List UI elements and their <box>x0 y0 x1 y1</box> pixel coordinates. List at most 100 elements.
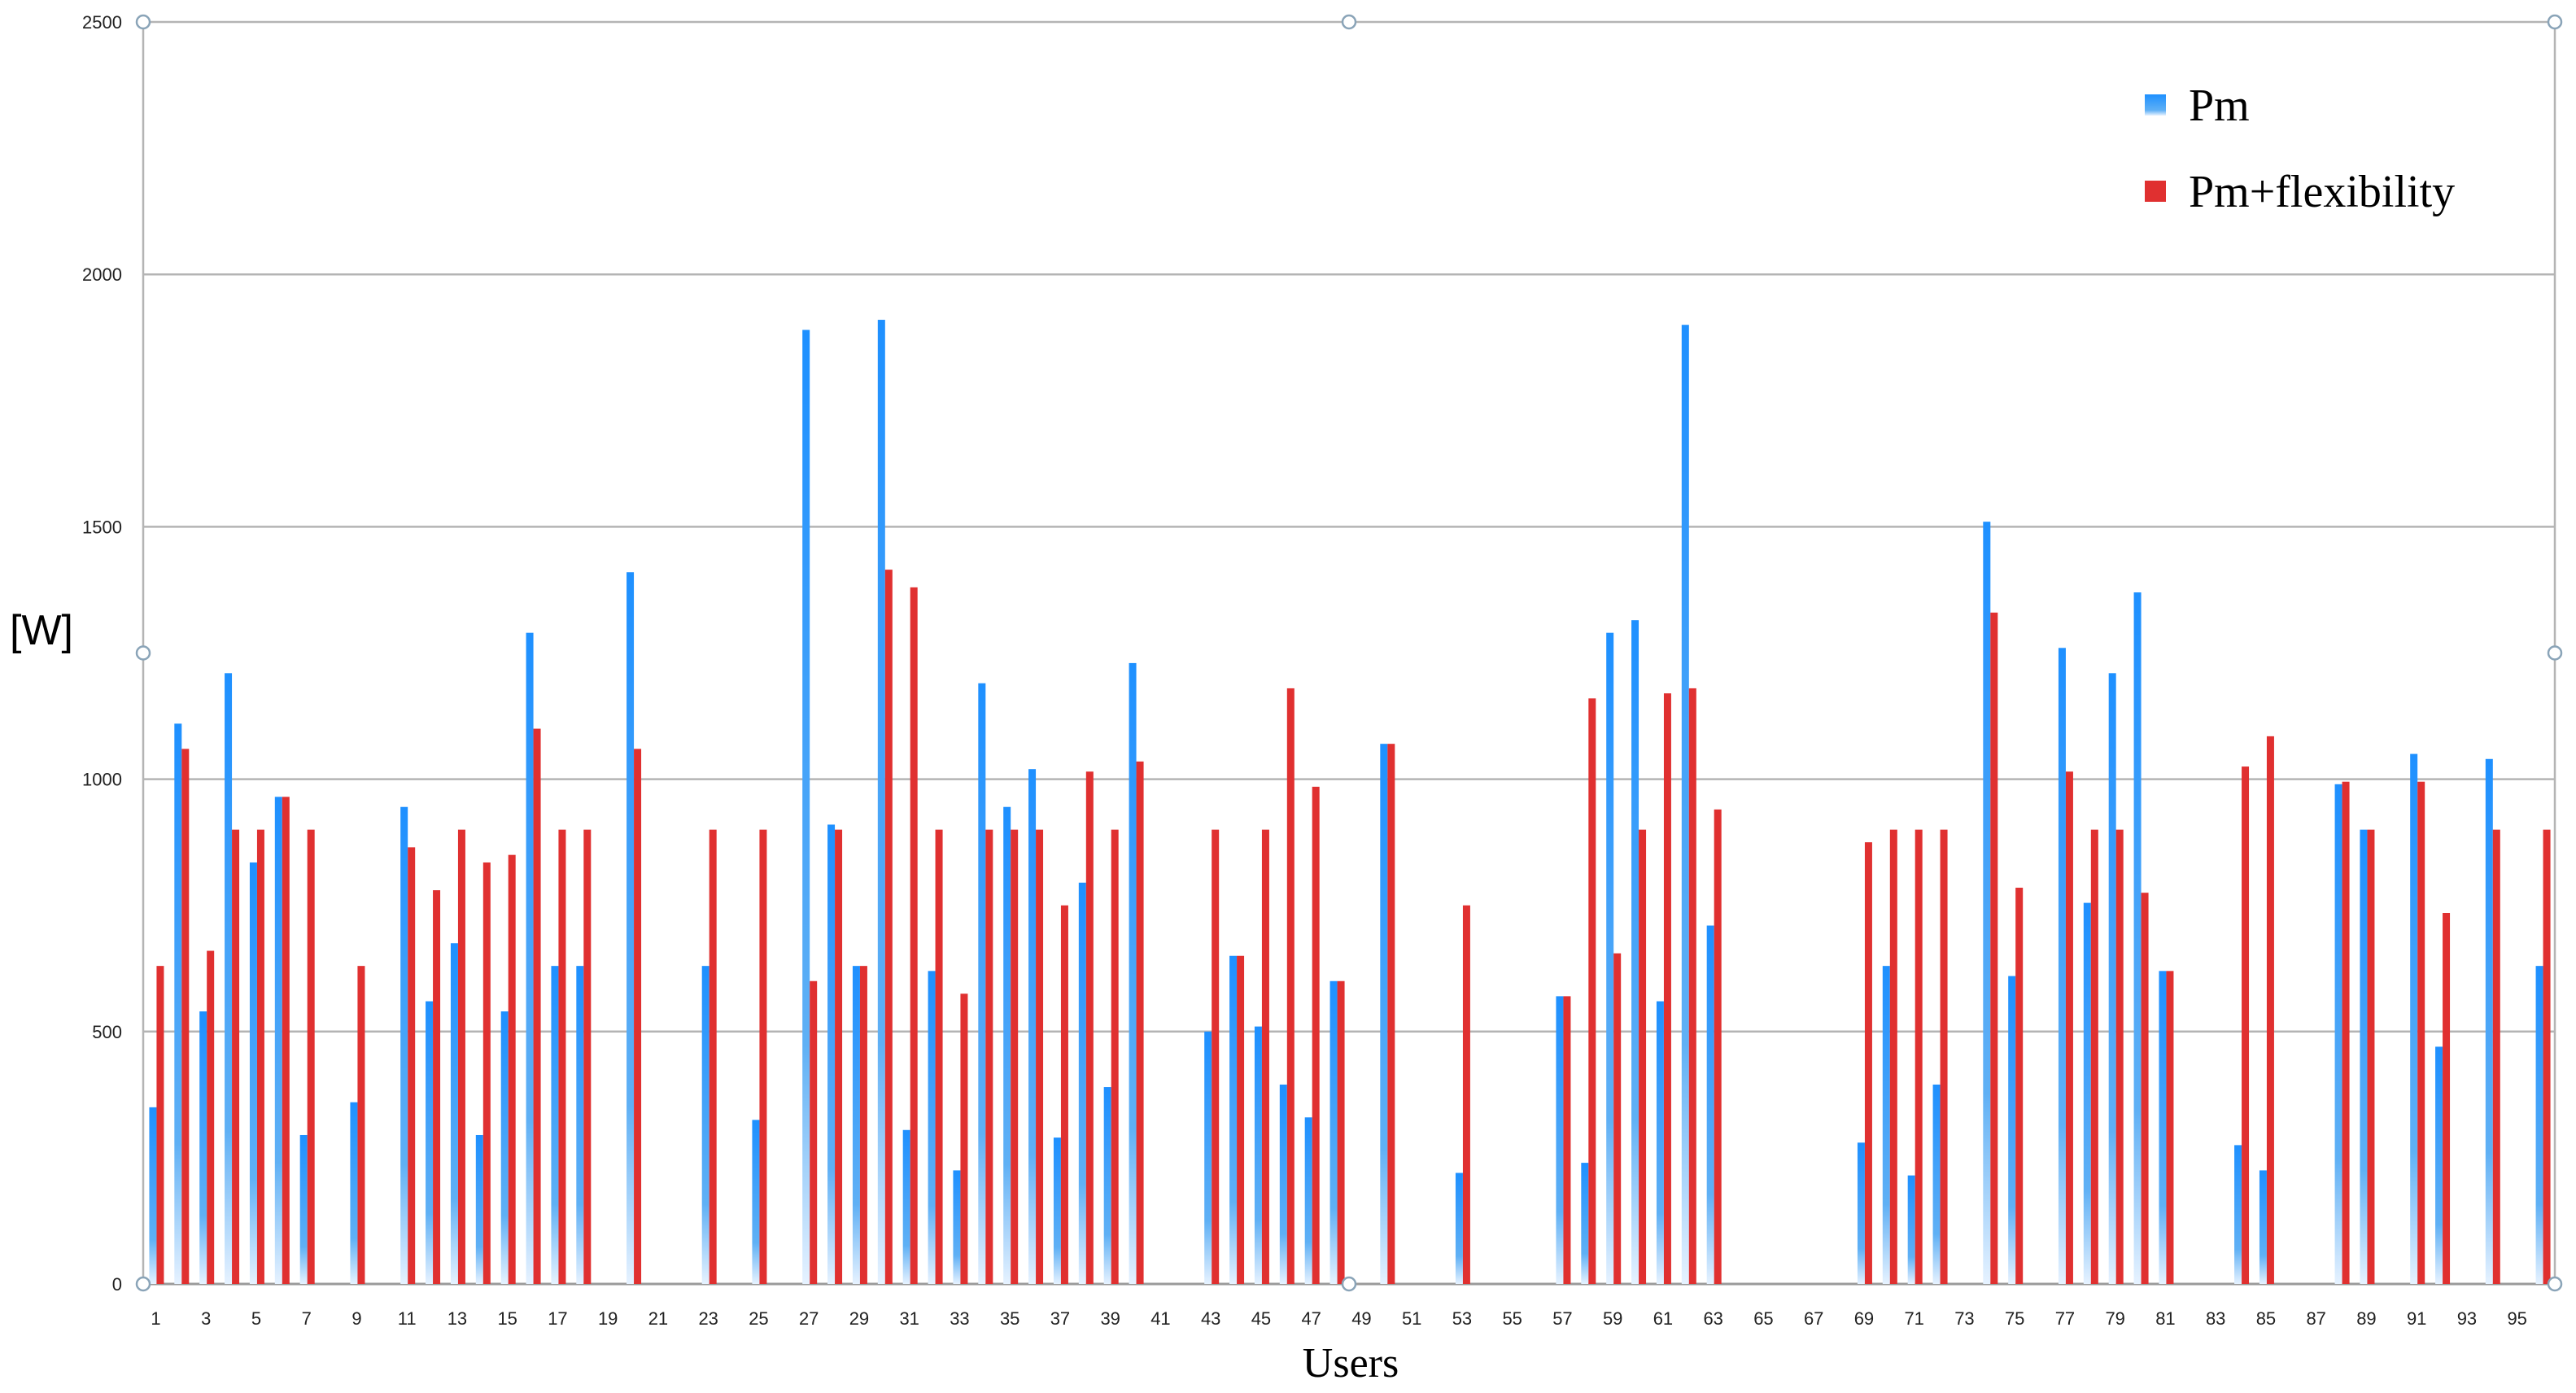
bar-pm-user-23 <box>701 966 709 1284</box>
bar-pm-flexibility-user-74 <box>1990 612 1998 1284</box>
x-tick-label-87: 87 <box>2306 1308 2325 1329</box>
bar-pm-user-9 <box>350 1102 358 1284</box>
resize-handle-2[interactable] <box>2547 14 2563 30</box>
x-tick-label-39: 39 <box>1100 1308 1120 1329</box>
x-tick-label-75: 75 <box>2005 1308 2024 1329</box>
bar-pm-user-80 <box>2133 592 2142 1284</box>
y-tick-label-500: 500 <box>92 1022 122 1042</box>
bar-pm-flexibility-user-96 <box>2543 829 2551 1284</box>
bar-pm-user-62 <box>1681 325 1689 1284</box>
resize-handle-6[interactable] <box>1341 1276 1357 1292</box>
bar-pm-flexibility-user-77 <box>2065 771 2073 1284</box>
x-tick-label-51: 51 <box>1402 1308 1421 1329</box>
y-tick-label-0: 0 <box>112 1274 122 1295</box>
bar-pm-flexibility-user-43 <box>1212 829 1220 1284</box>
bar-pm-flexibility-user-81 <box>2166 971 2174 1284</box>
resize-handle-3[interactable] <box>135 645 151 661</box>
bar-pm-user-7 <box>299 1134 308 1284</box>
bar-pm-user-57 <box>1556 996 1564 1284</box>
bar-pm-user-35 <box>1003 806 1011 1284</box>
y-tick-label-2500: 2500 <box>82 12 122 33</box>
y-axis-title: [W] <box>10 607 73 654</box>
bar-pm-flexibility-user-58 <box>1588 698 1596 1284</box>
bar-pm-user-74 <box>1983 522 1991 1284</box>
bar-pm-user-60 <box>1631 620 1639 1284</box>
x-tick-label-3: 3 <box>201 1308 211 1329</box>
resize-handle-7[interactable] <box>2547 1276 2563 1292</box>
x-tick-label-59: 59 <box>1603 1308 1622 1329</box>
x-tick-label-85: 85 <box>2256 1308 2276 1329</box>
bar-pm-flexibility-user-13 <box>457 829 465 1284</box>
x-tick-label-77: 77 <box>2055 1308 2075 1329</box>
bar-pm-flexibility-user-16 <box>533 728 541 1284</box>
bar-pm-flexibility-user-72 <box>1940 829 1948 1284</box>
bar-pm-user-84 <box>2234 1145 2242 1284</box>
bar-pm-flexibility-user-62 <box>1688 688 1696 1284</box>
legend-label-pm-flexibility: Pm+flexibility <box>2189 167 2455 217</box>
bar-pm-flexibility-user-2 <box>181 749 190 1284</box>
x-tick-label-93: 93 <box>2457 1308 2477 1329</box>
x-tick-label-91: 91 <box>2407 1308 2426 1329</box>
bar-pm-flexibility-user-45 <box>1261 829 1269 1284</box>
bar-pm-flexibility-user-79 <box>2115 829 2124 1284</box>
bar-pm-flexibility-user-94 <box>2492 829 2500 1284</box>
bar-pm-user-4 <box>225 673 233 1284</box>
x-tick-label-25: 25 <box>749 1308 768 1329</box>
x-tick-label-31: 31 <box>899 1308 919 1329</box>
x-tick-label-95: 95 <box>2507 1308 2526 1329</box>
bar-pm-flexibility-user-50 <box>1387 744 1395 1284</box>
bar-pm-flexibility-user-1 <box>156 966 164 1284</box>
x-tick-label-1: 1 <box>151 1308 160 1329</box>
bar-pm-user-31 <box>902 1129 910 1284</box>
bar-pm-user-89 <box>2360 829 2368 1284</box>
x-tick-label-13: 13 <box>448 1308 467 1329</box>
bars <box>149 320 2551 1285</box>
bar-pm-flexibility-user-71 <box>1915 829 1923 1284</box>
bar-pm-user-78 <box>2083 902 2091 1284</box>
bar-pm-flexibility-user-25 <box>759 829 767 1284</box>
bar-pm-flexibility-user-36 <box>1036 829 1044 1284</box>
selection-handles <box>135 14 2563 1292</box>
resize-handle-5[interactable] <box>135 1276 151 1292</box>
x-tick-label-47: 47 <box>1301 1308 1321 1329</box>
bar-pm-flexibility-user-7 <box>307 829 315 1284</box>
bar-pm-flexibility-user-38 <box>1085 771 1094 1284</box>
bar-pm-user-50 <box>1380 744 1388 1284</box>
bar-pm-flexibility-user-84 <box>2242 766 2250 1284</box>
bar-pm-flexibility-user-5 <box>256 829 264 1284</box>
bar-pm-flexibility-user-23 <box>709 829 717 1284</box>
x-tick-label-43: 43 <box>1201 1308 1220 1329</box>
y-tick-label-2000: 2000 <box>82 264 122 285</box>
bar-pm-flexibility-user-33 <box>960 993 968 1284</box>
bar-pm-user-40 <box>1129 662 1137 1284</box>
bar-pm-user-72 <box>1932 1084 1941 1284</box>
x-axis-tick-labels: 1 3 5 7 9 11 13 15 17 19 21 23 25 27 29 31 33 35 37 39 41 43 4… <box>151 1308 2527 1329</box>
bar-pm-user-12 <box>426 1001 434 1284</box>
x-tick-label-21: 21 <box>648 1308 668 1329</box>
resize-handle-0[interactable] <box>135 14 151 30</box>
x-tick-label-79: 79 <box>2105 1308 2124 1329</box>
bar-pm-user-28 <box>827 824 836 1284</box>
bar-pm-user-27 <box>802 330 810 1285</box>
bar-pm-flexibility-user-17 <box>558 829 566 1284</box>
bar-pm-flexibility-user-20 <box>634 749 642 1284</box>
bar-pm-user-69 <box>1857 1142 1865 1284</box>
bar-pm-user-15 <box>500 1011 509 1284</box>
x-tick-label-15: 15 <box>497 1308 517 1329</box>
legend-swatch-pm <box>2145 94 2166 116</box>
bar-pm-flexibility-user-91 <box>2417 781 2425 1284</box>
bar-pm-user-53 <box>1455 1172 1463 1284</box>
bar-pm-flexibility-user-15 <box>508 854 516 1284</box>
bar-pm-flexibility-user-69 <box>1864 842 1872 1284</box>
resize-handle-4[interactable] <box>2547 645 2563 661</box>
x-tick-label-73: 73 <box>1954 1308 1974 1329</box>
bar-pm-user-70 <box>1882 966 1890 1284</box>
x-tick-label-49: 49 <box>1351 1308 1371 1329</box>
bar-pm-flexibility-user-34 <box>985 829 993 1284</box>
bar-pm-user-47 <box>1304 1117 1312 1284</box>
resize-handle-1[interactable] <box>1341 14 1357 30</box>
bar-pm-user-39 <box>1103 1087 1111 1284</box>
bar-pm-user-14 <box>475 1134 483 1284</box>
bar-pm-flexibility-user-31 <box>910 587 918 1284</box>
bar-pm-user-37 <box>1053 1138 1061 1284</box>
